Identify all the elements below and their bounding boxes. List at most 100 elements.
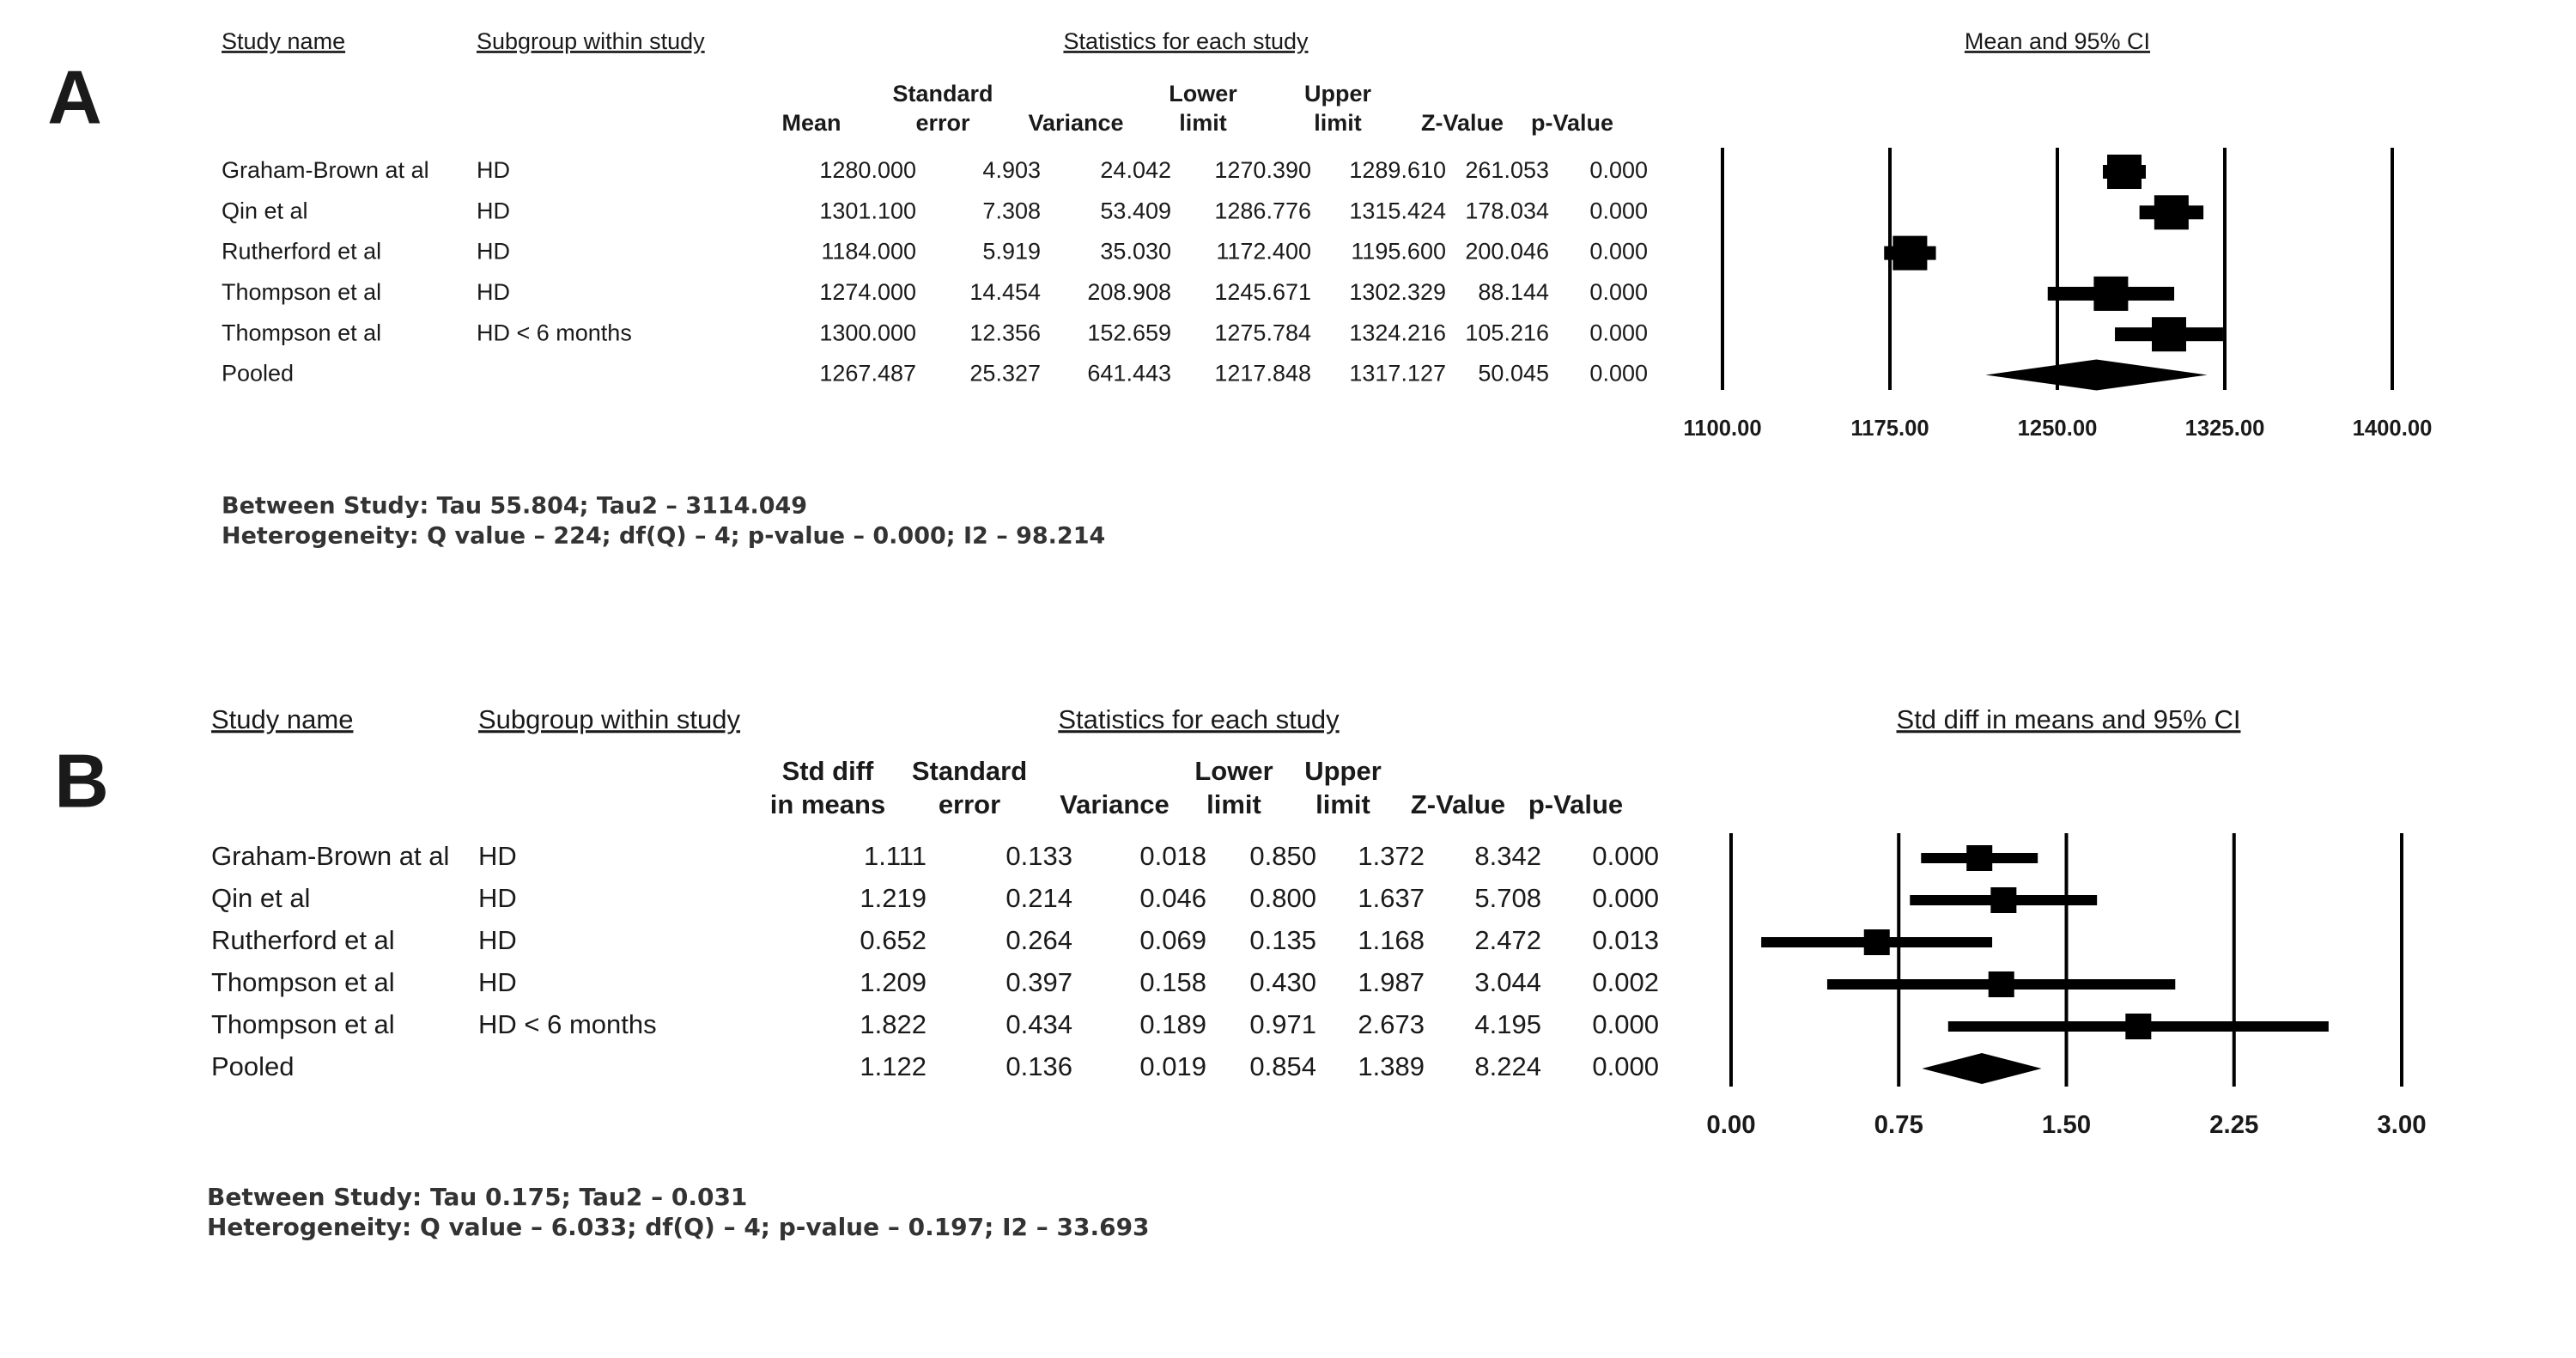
table-cell: 0.000: [1589, 320, 1648, 345]
table-cell: 1195.600: [1351, 239, 1446, 265]
table-cell: 35.030: [1100, 239, 1171, 265]
table-cell: 1.372: [1358, 841, 1425, 871]
table-cell: 0.971: [1249, 1009, 1316, 1039]
point-estimate: [2154, 195, 2189, 230]
footnote: Heterogeneity: Q value – 224; df(Q) – 4;…: [222, 523, 1105, 550]
study-name: Rutherford et al: [222, 239, 381, 265]
table-cell: 1.637: [1358, 883, 1425, 913]
table-cell: 1267.487: [819, 361, 916, 387]
table-cell: 1302.329: [1349, 279, 1446, 305]
column-header: limit: [1206, 789, 1261, 819]
table-cell: 1315.424: [1349, 198, 1446, 223]
table-cell: 1.822: [860, 1009, 927, 1039]
table-cell: 0.158: [1139, 967, 1206, 997]
table-cell: 0.000: [1589, 361, 1648, 387]
table-cell: 0.000: [1592, 1051, 1659, 1081]
footnote: Between Study: Tau 55.804; Tau2 – 3114.0…: [222, 493, 807, 520]
point-estimate: [1863, 929, 1890, 955]
table-cell: 200.046: [1465, 239, 1549, 265]
table-cell: 1.209: [860, 967, 927, 997]
column-header: error: [915, 110, 970, 136]
stats-header: Statistics for each study: [1063, 28, 1309, 54]
pooled-diamond: [1922, 1053, 2042, 1084]
column-header: Mean: [781, 110, 841, 136]
table-cell: 0.000: [1589, 239, 1648, 265]
subgroup: HD: [478, 841, 517, 871]
table-cell: 0.000: [1592, 883, 1659, 913]
table-cell: 0.019: [1139, 1051, 1206, 1081]
table-cell: 3.044: [1474, 967, 1541, 997]
table-cell: 0.136: [1005, 1051, 1072, 1081]
table-cell: 208.908: [1087, 279, 1171, 305]
point-estimate: [2152, 317, 2186, 352]
table-cell: 105.216: [1465, 320, 1549, 345]
table-cell: 1275.784: [1214, 320, 1311, 345]
x-tick-label: 0.75: [1874, 1111, 1923, 1139]
table-cell: 0.000: [1592, 1009, 1659, 1039]
plot-header: Std diff in means and 95% CI: [1897, 704, 2241, 734]
subgroup: HD: [478, 967, 517, 997]
study-name: Graham-Brown at al: [222, 157, 429, 183]
subgroup: HD: [478, 883, 517, 913]
study-name: Rutherford et al: [211, 925, 395, 955]
table-cell: 641.443: [1087, 361, 1171, 387]
study-name: Thompson et al: [222, 320, 381, 345]
table-cell: 261.053: [1465, 157, 1549, 183]
subgroup-header: Subgroup within study: [478, 704, 741, 734]
table-cell: 0.800: [1249, 883, 1316, 913]
table-cell: 4.903: [982, 157, 1041, 183]
table-cell: 1245.671: [1214, 279, 1311, 305]
point-estimate: [2125, 1014, 2152, 1039]
table-cell: 1.987: [1358, 967, 1425, 997]
table-cell: 0.000: [1589, 198, 1648, 223]
subgroup: HD: [477, 198, 510, 223]
table-cell: 0.430: [1249, 967, 1316, 997]
subgroup: HD: [478, 925, 517, 955]
stats-header: Statistics for each study: [1058, 704, 1340, 734]
point-estimate: [2107, 155, 2142, 189]
column-header: Variance: [1060, 789, 1170, 819]
plot-header: Mean and 95% CI: [1965, 28, 2150, 54]
point-estimate: [2093, 276, 2129, 311]
study-name: Thompson et al: [222, 279, 381, 305]
table-cell: 0.652: [860, 925, 927, 955]
subgroup: HD: [477, 157, 510, 183]
table-cell: 50.045: [1478, 361, 1549, 387]
table-cell: 0.135: [1249, 925, 1316, 955]
column-header: in means: [770, 789, 885, 819]
table-cell: 1.219: [860, 883, 927, 913]
table-cell: 12.356: [969, 320, 1041, 345]
column-header: Standard: [892, 81, 993, 107]
table-cell: 1324.216: [1349, 320, 1446, 345]
subgroup: HD: [477, 239, 510, 265]
column-header: Upper: [1304, 756, 1382, 786]
study-header: Study name: [222, 28, 345, 54]
table-cell: 1317.127: [1349, 361, 1446, 387]
table-cell: 0.000: [1589, 157, 1648, 183]
point-estimate: [1966, 845, 1993, 871]
study-name: Qin et al: [222, 198, 308, 223]
pooled-name: Pooled: [222, 361, 294, 387]
footnote: Heterogeneity: Q value – 6.033; df(Q) – …: [207, 1213, 1150, 1241]
table-cell: 7.308: [982, 198, 1041, 223]
table-cell: 1280.000: [819, 157, 916, 183]
study-header: Study name: [211, 704, 353, 734]
subgroup-header: Subgroup within study: [477, 28, 705, 54]
column-header: limit: [1315, 789, 1370, 819]
study-name: Thompson et al: [211, 1009, 395, 1039]
table-cell: 0.069: [1139, 925, 1206, 955]
column-header: limit: [1314, 110, 1362, 136]
table-cell: 1184.000: [821, 239, 916, 265]
column-header: Variance: [1028, 110, 1123, 136]
footnote: Between Study: Tau 0.175; Tau2 – 0.031: [207, 1183, 747, 1211]
table-cell: 8.224: [1474, 1051, 1541, 1081]
table-cell: 1.389: [1358, 1051, 1425, 1081]
table-cell: 25.327: [969, 361, 1041, 387]
subgroup: HD < 6 months: [477, 320, 632, 345]
table-cell: 1270.390: [1214, 157, 1311, 183]
table-cell: 4.195: [1474, 1009, 1541, 1039]
table-cell: 0.000: [1592, 841, 1659, 871]
table-cell: 5.919: [982, 239, 1041, 265]
table-cell: 0.264: [1005, 925, 1072, 955]
